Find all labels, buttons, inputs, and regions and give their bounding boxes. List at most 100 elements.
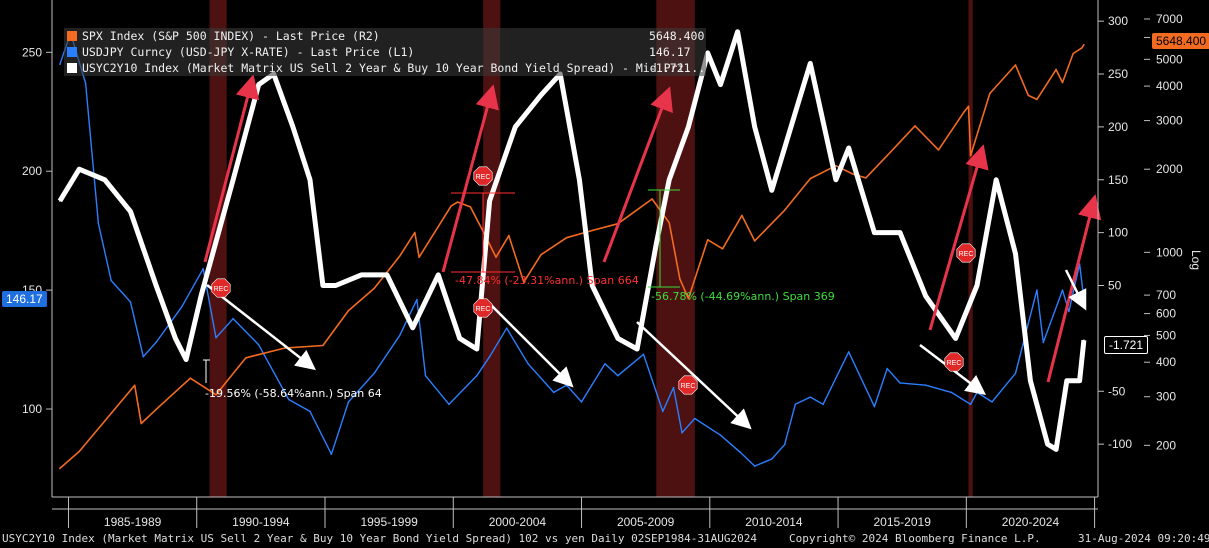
series-line-1	[59, 32, 1085, 467]
series-2-point-42	[899, 231, 901, 234]
legend-item-usdjpy[interactable]: USDJPY Curncy (USD-JPY X-RATE) - Last Pr…	[64, 44, 706, 60]
series-1-point-21	[448, 403, 450, 406]
series-1-point-29	[604, 363, 606, 365]
series-1-point-19	[416, 298, 418, 301]
outer-tick-label-10: 5000	[1156, 52, 1183, 66]
rec-marker-label-1: REC	[476, 174, 491, 181]
series-1-point-3	[97, 222, 100, 225]
outer-tick-label-5: 700	[1156, 288, 1176, 302]
series-0-point-46	[989, 92, 991, 95]
series-2-point-0	[59, 200, 61, 202]
series-1-point-27	[565, 384, 568, 387]
series-1-point-2	[84, 82, 87, 84]
series-0-point-32	[721, 248, 724, 250]
outer-tick-label-7: 2000	[1156, 162, 1183, 176]
rec-marker-shape-4	[956, 243, 976, 263]
footer-security-description: USYC2Y10 Index (Market Matrix US Sell 2 …	[2, 532, 757, 545]
series-2-point-25	[578, 179, 581, 181]
series-0-point-42	[937, 149, 940, 151]
series-1-point-10	[215, 336, 217, 339]
series-1-point-7	[155, 341, 157, 344]
series-0-point-33	[741, 214, 743, 217]
series-1-point-46	[886, 367, 888, 370]
series-2-point-36	[771, 189, 773, 192]
series-1-point-9	[202, 267, 204, 270]
series-2-point-20	[476, 348, 478, 350]
series-0-point-6	[189, 377, 192, 380]
rec-marker-label-3: REC	[681, 383, 696, 390]
series-1-point-11	[232, 317, 234, 320]
outer-tick-label-4: 600	[1156, 307, 1176, 321]
series-1-point-41	[794, 403, 797, 406]
series-0-point-39	[865, 177, 867, 179]
rec-marker-shape-5	[944, 352, 964, 372]
outer-tick-label-2: 400	[1156, 355, 1176, 369]
series-2-point-28	[636, 348, 638, 350]
series-line-2	[57, 29, 1087, 452]
series-0-point-44	[967, 105, 970, 108]
series-1-point-14	[309, 410, 311, 413]
series-0-point-48	[1027, 94, 1030, 97]
series-0-point-15	[418, 256, 420, 259]
legend-item-spx[interactable]: SPX Index (S&P 500 INDEX) - Last Price (…	[64, 28, 706, 44]
series-1-point-55	[1042, 341, 1045, 344]
inner-tick-label-6: 250	[1108, 67, 1128, 81]
series-0-point-29	[679, 278, 681, 280]
white-trend-arrow-1	[485, 299, 574, 388]
rec-marker-label-2: REC	[476, 306, 491, 313]
series-1-point-38	[753, 465, 756, 467]
rec-markers: REC REC REC REC REC REC	[211, 166, 976, 395]
drawdown-annotation-1: -47.84% (-23.31%ann.) Span 664	[455, 274, 639, 287]
x-tick-label-7: 2020-2024	[1002, 515, 1060, 529]
series-2-point-15	[360, 274, 363, 276]
rec-marker-shape-1	[473, 166, 493, 186]
series-2-point-21	[488, 200, 491, 202]
series-2-point-50	[1055, 448, 1057, 451]
series-2-point-51	[1066, 379, 1068, 382]
white-trend-arrow-0	[206, 284, 316, 371]
series-0-point-17	[456, 201, 459, 203]
rec-marker-2: REC	[473, 298, 493, 318]
series-0-point-13	[399, 255, 401, 257]
series-1-point-59	[1083, 298, 1085, 301]
series-1-point-43	[822, 403, 824, 406]
rec-marker-shape-3	[678, 375, 698, 395]
series-0-point-40	[886, 154, 888, 157]
series-1-point-4	[110, 279, 112, 282]
series-2-point-13	[322, 284, 324, 287]
series-2-point-17	[411, 327, 414, 329]
series-1-point-0	[59, 63, 61, 65]
series-1-point-40	[783, 443, 786, 446]
series-0-point-30	[687, 297, 690, 300]
series-2-point-33	[719, 83, 722, 86]
series-0-point-54	[1083, 43, 1085, 46]
series-0-point-52	[1072, 52, 1074, 55]
series-1-point-16	[347, 401, 350, 403]
recession-band-2	[656, 0, 695, 497]
legend-item-spread[interactable]: USYC2Y10 Index (Market Matrix US Sell 2 …	[64, 60, 706, 76]
series-0-point-10	[322, 344, 324, 347]
trend-arrows	[203, 74, 1102, 430]
series-2-point-43	[924, 295, 927, 297]
series-0-point-23	[540, 254, 542, 256]
series-1-point-49	[950, 391, 953, 394]
legend-swatch-spread	[67, 63, 77, 73]
series-1-point-39	[771, 458, 773, 460]
red-trend-arrow-3	[928, 144, 989, 331]
series-0-point-31	[706, 239, 709, 241]
series-1-point-32	[662, 410, 664, 413]
series-1-point-45	[873, 405, 876, 408]
series-1-point-35	[694, 417, 696, 420]
series-0-point-53	[1081, 47, 1083, 49]
series-2-point-46	[995, 179, 997, 181]
series-0-point-34	[753, 240, 756, 242]
series-1-point-8	[181, 306, 183, 308]
series-2-point-3	[129, 210, 132, 213]
series-0-point-43	[963, 110, 965, 113]
rec-marker-shape-0	[211, 278, 231, 298]
series-1-point-53	[1014, 372, 1017, 375]
rec-marker-0: REC	[211, 278, 231, 298]
series-1-point-5	[129, 301, 132, 303]
legend-label-spread: USYC2Y10 Index (Market Matrix US Sell 2 …	[82, 61, 706, 75]
series-1-point-52	[991, 401, 993, 403]
